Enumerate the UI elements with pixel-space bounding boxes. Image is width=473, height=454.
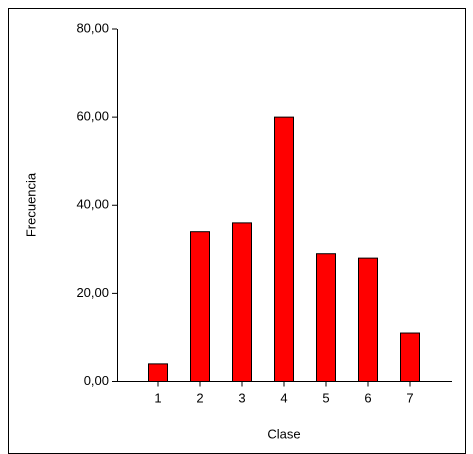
bar <box>148 363 168 382</box>
y-tick-label: 0,00 <box>84 373 109 388</box>
y-tick-label: 60,00 <box>76 109 109 124</box>
x-axis-label: Clase <box>267 426 300 441</box>
x-tick-label: 3 <box>238 390 245 405</box>
x-tick-label: 5 <box>322 390 329 405</box>
y-tick-label: 80,00 <box>76 20 109 35</box>
bar <box>232 222 252 382</box>
bar <box>358 257 378 382</box>
bar <box>316 253 336 382</box>
y-axis-label: Frecuencia <box>23 172 38 237</box>
y-tick-label: 20,00 <box>76 285 109 300</box>
x-tick-label: 4 <box>280 390 287 405</box>
x-tick-label: 2 <box>196 390 203 405</box>
x-tick-label: 7 <box>406 390 413 405</box>
bar <box>190 231 210 382</box>
x-tick-label: 1 <box>154 390 161 405</box>
x-tick-label: 6 <box>364 390 371 405</box>
bar <box>274 116 294 382</box>
bar <box>400 332 420 382</box>
y-tick-label: 40,00 <box>76 197 109 212</box>
